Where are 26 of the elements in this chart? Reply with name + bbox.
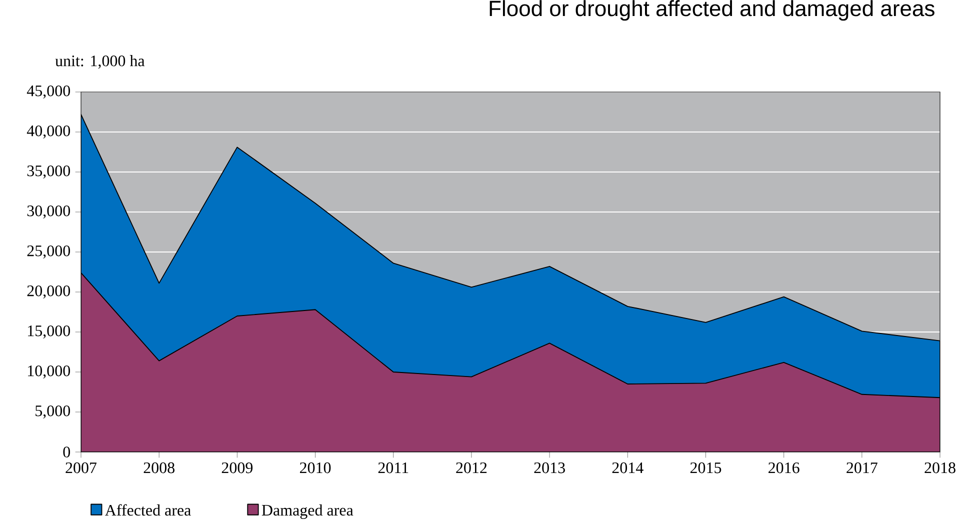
y-tick-label: 0 bbox=[63, 446, 70, 458]
y-tick-label: 5,000 bbox=[36, 405, 70, 419]
x-tick-label: 2010 bbox=[300, 462, 331, 474]
y-tick-label: 35,000 bbox=[27, 165, 70, 179]
x-tick-label: 2018 bbox=[924, 462, 956, 474]
y-tick-label: 20,000 bbox=[27, 285, 70, 299]
x-tick-label: 2016 bbox=[768, 462, 800, 474]
y-tick-label: 10,000 bbox=[28, 365, 70, 379]
x-tick-label: 2009 bbox=[222, 462, 253, 474]
legend-label: Damaged area bbox=[262, 504, 354, 519]
x-tick-label: 2011 bbox=[378, 462, 408, 474]
y-tick-label: 45,000 bbox=[26, 85, 70, 99]
legend-label: Affected area bbox=[105, 504, 191, 516]
x-tick-label: 2007 bbox=[66, 462, 97, 474]
x-tick-label: 2017 bbox=[846, 462, 878, 474]
chart-title: Flood or drought affected and damaged areas bbox=[490, 0, 934, 21]
x-tick-label: 2014 bbox=[612, 462, 644, 474]
x-tick-label: 2012 bbox=[456, 462, 487, 474]
x-tick-label: 2013 bbox=[534, 462, 565, 474]
y-tick-label: 15,000 bbox=[28, 325, 70, 339]
y-axis-title: unit: 1,000 ha bbox=[55, 55, 145, 69]
y-tick-label: 40,000 bbox=[26, 125, 70, 139]
x-tick-label: 2015 bbox=[690, 462, 722, 474]
x-tick-label: 2008 bbox=[144, 462, 174, 474]
y-tick-label: 25,000 bbox=[27, 245, 70, 259]
y-tick-label: 30,000 bbox=[27, 205, 70, 219]
